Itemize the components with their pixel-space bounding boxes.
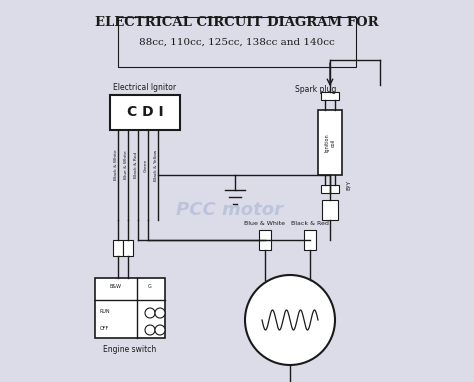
Bar — [110, 95, 180, 130]
Text: Black & Red: Black & Red — [134, 152, 138, 178]
Text: 88cc, 110cc, 125cc, 138cc and 140cc: 88cc, 110cc, 125cc, 138cc and 140cc — [139, 37, 335, 47]
Text: Spark plug: Spark plug — [295, 86, 337, 94]
Circle shape — [245, 275, 335, 365]
Text: OFF: OFF — [100, 326, 109, 331]
Bar — [259, 230, 271, 250]
Text: Electrical Ignitor: Electrical Ignitor — [113, 83, 176, 92]
Circle shape — [145, 308, 155, 318]
Text: RUN: RUN — [100, 309, 110, 314]
Bar — [95, 278, 165, 338]
Circle shape — [155, 308, 165, 318]
Text: G: G — [148, 284, 152, 289]
Bar — [322, 200, 338, 220]
Text: B/Y: B/Y — [346, 180, 351, 190]
Bar — [321, 92, 339, 100]
Text: ELECTRICAL CIRCUIT DIAGRAM FOR: ELECTRICAL CIRCUIT DIAGRAM FOR — [95, 16, 379, 29]
Text: PCC motor: PCC motor — [176, 201, 283, 219]
Circle shape — [145, 325, 155, 335]
Bar — [113, 240, 123, 256]
Text: Black & Yellow: Black & Yellow — [154, 149, 158, 181]
Text: B&W: B&W — [110, 284, 122, 289]
Bar — [321, 185, 339, 193]
Text: Engine switch: Engine switch — [103, 345, 156, 354]
Text: Black & White: Black & White — [114, 150, 118, 180]
Text: Blue & White: Blue & White — [245, 221, 285, 226]
Text: C D I: C D I — [127, 105, 164, 120]
Bar — [318, 110, 342, 175]
Bar — [123, 240, 133, 256]
Circle shape — [155, 325, 165, 335]
Bar — [304, 230, 316, 250]
Text: Ignition
coil: Ignition coil — [325, 133, 336, 152]
Text: Black & Red: Black & Red — [291, 221, 329, 226]
Text: Blue & White: Blue & White — [124, 151, 128, 180]
Text: Green: Green — [144, 159, 148, 172]
